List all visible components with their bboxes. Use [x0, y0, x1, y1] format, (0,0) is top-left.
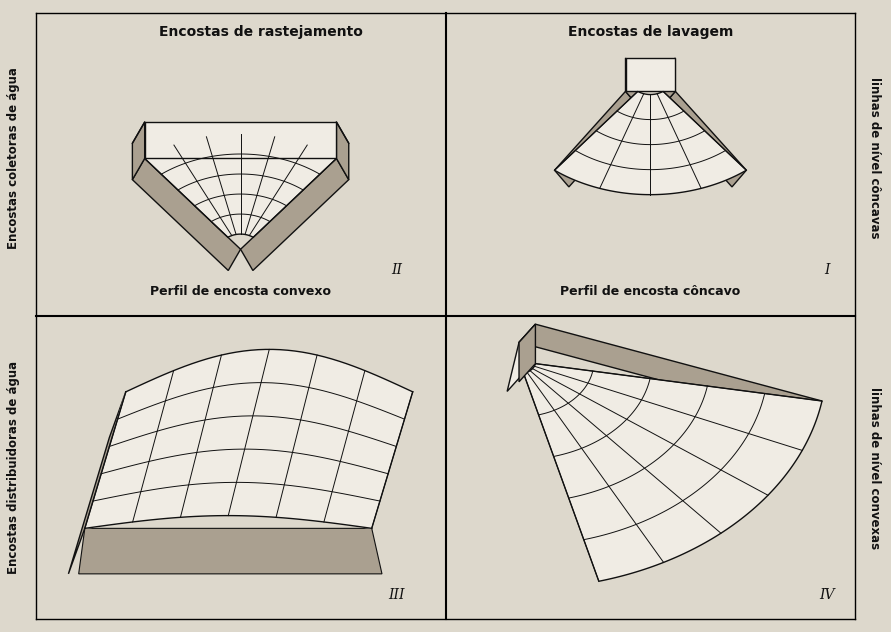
- Polygon shape: [144, 134, 337, 237]
- Polygon shape: [625, 58, 640, 108]
- Polygon shape: [519, 324, 535, 382]
- Text: Perfil de encosta convexo: Perfil de encosta convexo: [150, 285, 331, 298]
- Polygon shape: [144, 122, 337, 159]
- Polygon shape: [661, 92, 747, 187]
- Polygon shape: [69, 392, 126, 574]
- Polygon shape: [524, 363, 822, 581]
- Text: Encostas coletoras de água: Encostas coletoras de água: [7, 67, 20, 249]
- Polygon shape: [85, 349, 413, 528]
- Polygon shape: [507, 324, 535, 391]
- Polygon shape: [337, 122, 348, 179]
- Text: linhas de nível convexas: linhas de nível convexas: [869, 387, 881, 549]
- Text: II: II: [391, 264, 402, 277]
- Text: linhas de nível côncavas: linhas de nível côncavas: [869, 77, 881, 239]
- Text: Encostas de rastejamento: Encostas de rastejamento: [159, 25, 363, 39]
- Polygon shape: [554, 92, 747, 195]
- Text: Encostas distribuidoras de água: Encostas distribuidoras de água: [7, 361, 20, 574]
- Text: I: I: [824, 264, 830, 277]
- Polygon shape: [133, 159, 241, 270]
- Text: III: III: [388, 588, 405, 602]
- Polygon shape: [519, 324, 822, 419]
- Polygon shape: [554, 92, 640, 187]
- Polygon shape: [241, 159, 348, 270]
- Text: IV: IV: [819, 588, 834, 602]
- Text: Encostas de lavagem: Encostas de lavagem: [568, 25, 733, 39]
- Text: Perfil de encosta côncavo: Perfil de encosta côncavo: [560, 285, 740, 298]
- Polygon shape: [78, 528, 382, 574]
- Polygon shape: [133, 122, 144, 179]
- Polygon shape: [661, 58, 675, 108]
- Polygon shape: [625, 58, 675, 92]
